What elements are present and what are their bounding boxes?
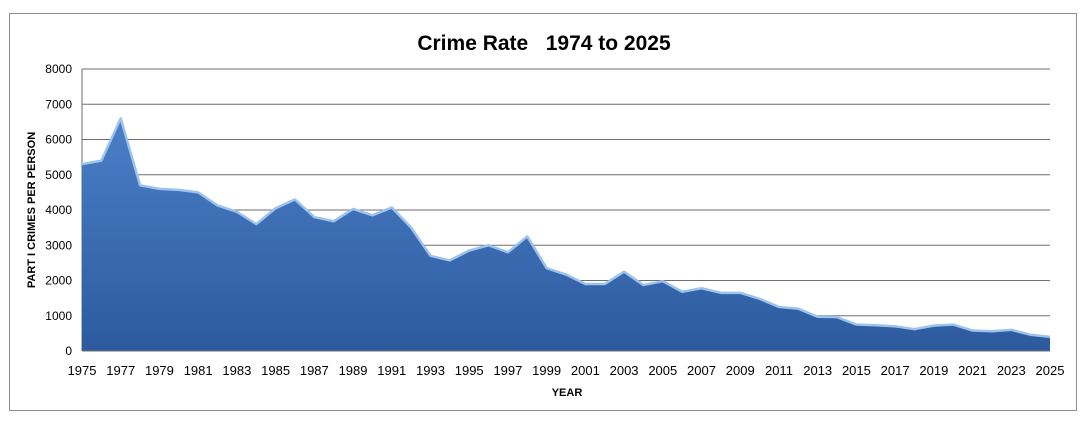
y-tick-label: 7000 <box>45 97 72 111</box>
x-tick-label: 2013 <box>803 363 832 378</box>
y-tick-label: 1000 <box>45 309 72 323</box>
plot-area <box>81 117 1051 351</box>
y-tick-label: 2000 <box>45 274 72 288</box>
x-tick-label: 1975 <box>68 363 97 378</box>
x-tick-label: 1993 <box>416 363 445 378</box>
x-tick-label: 1987 <box>300 363 329 378</box>
y-axis-label: PART I CRIMES PER PERSON <box>26 132 38 288</box>
x-tick-label: 2021 <box>958 363 987 378</box>
x-tick-label: 2011 <box>765 363 793 378</box>
x-tick-label: 1981 <box>184 363 213 378</box>
crime-rate-area <box>82 118 1050 351</box>
x-tick-label: 2003 <box>610 363 639 378</box>
x-tick-label: 1977 <box>106 363 135 378</box>
x-tick-label: 2025 <box>1036 363 1065 378</box>
x-tick-label: 2005 <box>648 363 677 378</box>
y-tick-label: 8000 <box>45 62 72 76</box>
x-tick-label: 1991 <box>377 363 406 378</box>
x-tick-label: 1989 <box>339 363 368 378</box>
x-tick-label: 1999 <box>532 363 561 378</box>
x-tick-label: 2001 <box>571 363 600 378</box>
x-tick-label: 2019 <box>919 363 948 378</box>
y-tick-label: 0 <box>65 344 72 358</box>
x-tick-label: 1983 <box>222 363 251 378</box>
x-axis-ticks: 1975 1977 1979 1981 1983 1985 1987 1989 1991 1993… <box>68 350 1065 378</box>
chart-title: Crime Rate 1974 to 2025 <box>417 32 671 55</box>
x-tick-label: 1979 <box>145 363 174 378</box>
x-axis-label: YEAR <box>552 387 583 399</box>
y-tick-label: 5000 <box>45 168 72 182</box>
chart-frame: Crime Rate 1974 to 2025 0 1000 2000 3000 400… <box>9 13 1077 411</box>
x-tick-label: 1985 <box>261 363 290 378</box>
x-tick-label: 2007 <box>687 363 716 378</box>
x-tick-label: 1995 <box>455 363 484 378</box>
x-tick-label: 2023 <box>997 363 1026 378</box>
crime-rate-line <box>81 117 1051 339</box>
x-tick-label: 2015 <box>842 363 871 378</box>
area-chart: Crime Rate 1974 to 2025 0 1000 2000 3000 400… <box>26 32 1065 399</box>
y-tick-label: 3000 <box>45 238 72 252</box>
y-axis-ticks: 0 1000 2000 3000 4000 5000 6000 7000 8000 <box>45 62 72 358</box>
x-tick-label: 2017 <box>881 363 910 378</box>
y-tick-label: 4000 <box>45 203 72 217</box>
x-tick-label: 2009 <box>726 363 755 378</box>
x-tick-label: 1997 <box>493 363 522 378</box>
y-tick-label: 6000 <box>45 133 72 147</box>
